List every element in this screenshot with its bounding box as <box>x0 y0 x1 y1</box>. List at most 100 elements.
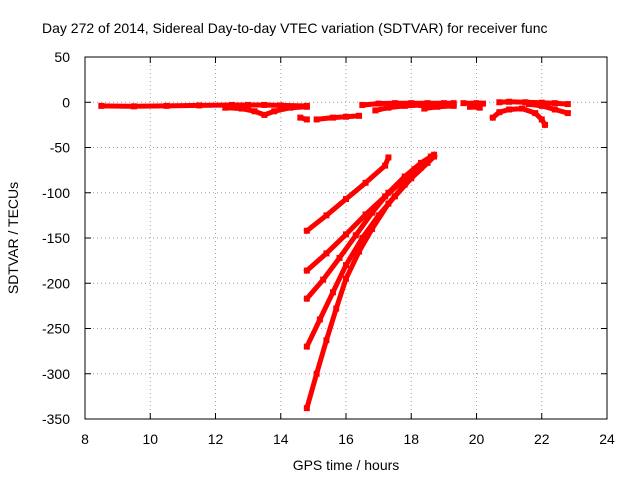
data-point <box>343 231 349 238</box>
data-point <box>551 106 558 113</box>
data-point <box>385 200 392 207</box>
y-tick-label: -150 <box>42 230 70 246</box>
data-point <box>343 113 349 120</box>
y-tick-label: -350 <box>42 411 70 427</box>
data-point <box>271 108 278 115</box>
x-tick-label: 24 <box>599 431 615 447</box>
data-point <box>372 107 379 114</box>
data-series <box>98 98 571 412</box>
data-point <box>333 305 340 312</box>
data-point <box>277 102 284 109</box>
data-point <box>532 110 539 117</box>
data-point <box>356 248 363 255</box>
data-point <box>480 100 487 107</box>
data-point <box>362 179 369 186</box>
data-point <box>421 105 428 112</box>
x-tick-label: 12 <box>208 431 224 447</box>
data-point <box>496 99 503 106</box>
data-point <box>476 104 483 111</box>
data-point <box>343 275 349 282</box>
data-point <box>382 162 389 169</box>
data-point <box>323 212 330 219</box>
data-point <box>427 153 434 160</box>
data-point <box>303 405 310 412</box>
data-point <box>336 254 343 261</box>
data-point <box>564 101 571 108</box>
data-point <box>287 104 294 111</box>
data-point <box>303 116 310 123</box>
y-tick-label: -100 <box>42 185 70 201</box>
data-point <box>329 289 336 296</box>
data-point <box>519 105 526 112</box>
data-point <box>297 114 304 121</box>
data-point <box>222 104 229 111</box>
data-point <box>261 101 268 108</box>
data-point <box>352 232 359 239</box>
y-tick-label: -200 <box>42 275 70 291</box>
y-tick-label: -250 <box>42 321 70 337</box>
x-tick-label: 20 <box>469 431 485 447</box>
data-point <box>460 100 467 107</box>
data-point <box>450 102 457 109</box>
data-point <box>303 343 310 350</box>
data-point <box>369 225 376 232</box>
data-point <box>343 262 349 269</box>
data-point <box>343 196 349 203</box>
data-point <box>369 209 376 216</box>
data-point <box>418 159 425 166</box>
y-tick-label: 0 <box>62 94 70 110</box>
data-point <box>466 103 473 110</box>
data-point <box>391 100 398 107</box>
data-point <box>98 102 105 109</box>
chart-title: Day 272 of 2014, Sidereal Day-to-day VTE… <box>42 20 548 36</box>
x-tick-label: 8 <box>81 431 89 447</box>
data-point <box>418 164 425 171</box>
x-tick-label: 16 <box>338 431 354 447</box>
data-point <box>245 101 252 108</box>
data-point <box>196 102 203 109</box>
data-point <box>401 102 408 109</box>
data-point <box>323 337 330 344</box>
data-point <box>401 173 408 180</box>
data-point <box>303 295 310 302</box>
ticks: 8 10 12 14 16 18 20 22 24 50 0 -50 -100 -150 -200 -250 -… <box>42 49 615 447</box>
data-point <box>362 211 369 218</box>
data-point <box>313 116 320 123</box>
data-point <box>489 114 496 121</box>
data-point <box>522 99 529 106</box>
data-point <box>538 102 545 109</box>
series-track-4 <box>313 113 362 123</box>
y-tick-label: -300 <box>42 366 70 382</box>
data-point <box>329 114 336 121</box>
data-point <box>385 154 392 161</box>
data-point <box>434 103 441 110</box>
data-point <box>359 235 366 241</box>
data-point <box>385 189 392 196</box>
data-point <box>375 100 382 107</box>
data-point <box>418 101 425 108</box>
data-point <box>385 104 392 111</box>
data-point <box>564 110 571 117</box>
data-point <box>320 276 327 283</box>
x-tick-label: 10 <box>142 431 158 447</box>
y-tick-label: -50 <box>50 140 70 156</box>
y-tick-label: 50 <box>54 49 70 65</box>
data-point <box>525 101 532 108</box>
series-track-12 <box>525 101 571 117</box>
data-point <box>303 267 310 274</box>
data-point <box>538 99 545 106</box>
y-axis-label: SDTVAR / TECUs <box>5 182 21 294</box>
data-point <box>356 112 363 119</box>
data-point <box>473 100 480 107</box>
data-point <box>542 121 549 128</box>
data-point <box>163 102 170 109</box>
data-point <box>506 98 513 105</box>
data-point <box>316 316 323 323</box>
x-tick-label: 18 <box>403 431 419 447</box>
data-point <box>506 106 513 113</box>
data-point <box>313 370 320 377</box>
data-point <box>130 103 137 110</box>
data-point <box>496 109 503 116</box>
data-point <box>261 111 268 118</box>
